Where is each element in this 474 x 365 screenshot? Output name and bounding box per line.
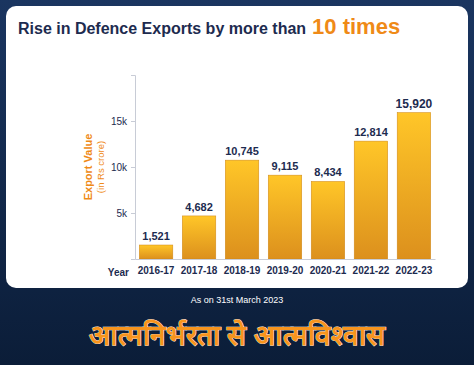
x-axis-title: Year	[108, 267, 129, 278]
data-label: 1,521	[142, 230, 170, 242]
y-tick-mark	[131, 213, 135, 214]
y-axis: 5k 10k 15k	[111, 76, 136, 260]
chart-svg: Rise in Defence Exports by more than 10 t…	[0, 0, 474, 365]
y-tick-label: 5k	[116, 208, 128, 219]
bar	[354, 141, 388, 259]
title-part: Rise in Defence Exports by more than	[18, 20, 306, 37]
x-tick-label: 2017-18	[181, 265, 218, 276]
x-tick-label: 2016-17	[138, 265, 175, 276]
y-tick: 5k	[116, 208, 135, 219]
bar	[225, 160, 259, 259]
bars	[139, 113, 430, 259]
data-label: 12,814	[354, 126, 389, 138]
data-label: 9,115	[272, 160, 299, 172]
x-tick-label: 2022-23	[396, 265, 433, 276]
x-tick: 2019-20	[267, 259, 304, 276]
background	[0, 0, 474, 365]
y-tick: 10k	[111, 162, 135, 173]
bar	[311, 181, 345, 259]
title: Rise in Defence Exports by more than 10 t…	[18, 14, 400, 39]
note: As on 31st March 2023	[191, 295, 284, 305]
data-label: 15,920	[396, 97, 433, 111]
x-tick: 2017-18	[181, 259, 218, 276]
bar	[139, 245, 173, 259]
y-tick-label: 15k	[111, 116, 128, 127]
x-tick: 2021-22	[353, 259, 390, 276]
x-axis-line	[136, 259, 436, 260]
x-axis: 2016-17 2017-18 2018-19 2019-20 2020-21 2021-…	[136, 259, 436, 276]
y-tick-mark	[131, 121, 135, 122]
panel	[6, 6, 468, 288]
x-tick: 2016-17	[138, 259, 175, 276]
y-axis-title-line: Export Value	[82, 134, 94, 201]
y-tick-mark	[131, 167, 135, 168]
data-label: 8,434	[314, 166, 342, 178]
bar	[397, 113, 431, 259]
data-labels: 1,521 4,682 10,745 9,115 8,434 12,814 15,920	[142, 97, 432, 242]
x-tick: 2020-21	[310, 259, 347, 276]
bar	[182, 216, 216, 259]
tagline: आत्मनिर्भरता से आत्मविश्वास	[89, 319, 387, 351]
y-axis-line	[131, 76, 136, 260]
y-axis-title-line: (in Rs crore)	[95, 141, 106, 193]
y-tick: 15k	[111, 116, 135, 127]
x-tick: 2018-19	[224, 259, 261, 276]
data-label: 4,682	[185, 201, 213, 213]
bar	[268, 175, 302, 259]
y-axis-title: Export Value(in Rs crore)	[82, 134, 106, 201]
x-tick-label: 2019-20	[267, 265, 304, 276]
y-tick-label: 10k	[111, 162, 128, 173]
x-tick-label: 2021-22	[353, 265, 390, 276]
x-tick-label: 2020-21	[310, 265, 347, 276]
x-tick: 2022-23	[396, 259, 433, 276]
x-tick-label: 2018-19	[224, 265, 261, 276]
data-label: 10,745	[225, 145, 259, 157]
title-highlight: 10 times	[312, 14, 400, 39]
